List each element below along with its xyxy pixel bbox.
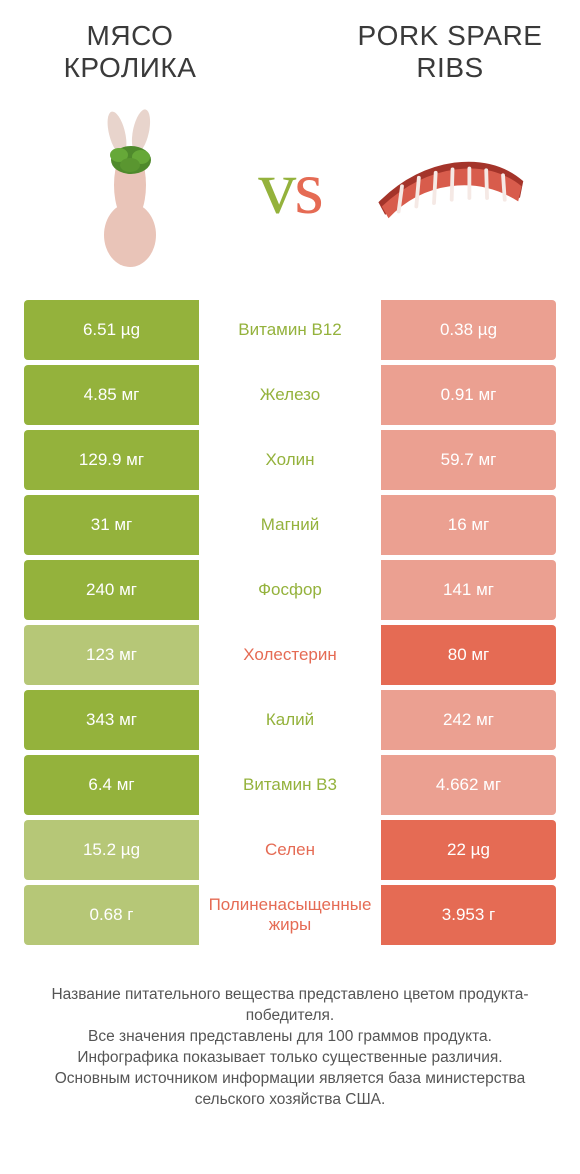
- left-value: 6.51 µg: [24, 300, 199, 360]
- comparison-header: МЯСО КРОЛИКА vs PORK SPARE RIBS: [0, 0, 580, 300]
- product-right-title: PORK SPARE RIBS: [350, 20, 550, 84]
- comparison-table: 6.51 µgВитамин B120.38 µg4.85 мгЖелезо0.…: [0, 300, 580, 945]
- left-value: 15.2 µg: [24, 820, 199, 880]
- product-left: МЯСО КРОЛИКА: [30, 20, 230, 272]
- footer-notes: Название питательного вещества представл…: [0, 950, 580, 1111]
- table-row: 6.51 µgВитамин B120.38 µg: [24, 300, 556, 360]
- footer-line-4: Основным источником информации является …: [28, 1069, 552, 1111]
- left-value: 31 мг: [24, 495, 199, 555]
- pork-ribs-icon: [370, 102, 530, 272]
- table-row: 240 мгФосфор141 мг: [24, 560, 556, 620]
- right-value: 0.38 µg: [381, 300, 556, 360]
- right-value: 242 мг: [381, 690, 556, 750]
- nutrient-label: Железо: [199, 365, 381, 425]
- vs-v: v: [258, 146, 294, 230]
- table-row: 123 мгХолестерин80 мг: [24, 625, 556, 685]
- right-value: 16 мг: [381, 495, 556, 555]
- table-row: 129.9 мгХолин59.7 мг: [24, 430, 556, 490]
- table-row: 4.85 мгЖелезо0.91 мг: [24, 365, 556, 425]
- footer-line-2: Все значения представлены для 100 граммо…: [28, 1027, 552, 1048]
- left-value: 4.85 мг: [24, 365, 199, 425]
- left-value: 129.9 мг: [24, 430, 199, 490]
- left-value: 6.4 мг: [24, 755, 199, 815]
- nutrient-label: Полиненасыщенные жиры: [199, 885, 381, 945]
- left-value: 0.68 г: [24, 885, 199, 945]
- nutrient-label: Фосфор: [199, 560, 381, 620]
- left-value: 240 мг: [24, 560, 199, 620]
- right-value: 80 мг: [381, 625, 556, 685]
- table-row: 6.4 мгВитамин B34.662 мг: [24, 755, 556, 815]
- footer-line-3: Инфографика показывает только существенн…: [28, 1048, 552, 1069]
- nutrient-label: Витамин B12: [199, 300, 381, 360]
- table-row: 31 мгМагний16 мг: [24, 495, 556, 555]
- right-value: 0.91 мг: [381, 365, 556, 425]
- right-value: 141 мг: [381, 560, 556, 620]
- left-value: 123 мг: [24, 625, 199, 685]
- right-value: 59.7 мг: [381, 430, 556, 490]
- vs-s: s: [294, 146, 322, 230]
- product-right: PORK SPARE RIBS: [350, 20, 550, 272]
- nutrient-label: Магний: [199, 495, 381, 555]
- right-value: 4.662 мг: [381, 755, 556, 815]
- footer-line-1: Название питательного вещества представл…: [28, 985, 552, 1027]
- nutrient-label: Холин: [199, 430, 381, 490]
- nutrient-label: Холестерин: [199, 625, 381, 685]
- right-value: 3.953 г: [381, 885, 556, 945]
- table-row: 15.2 µgСелен22 µg: [24, 820, 556, 880]
- right-value: 22 µg: [381, 820, 556, 880]
- rabbit-meat-icon: [50, 102, 210, 272]
- product-left-title: МЯСО КРОЛИКА: [30, 20, 230, 84]
- left-value: 343 мг: [24, 690, 199, 750]
- table-row: 343 мгКалий242 мг: [24, 690, 556, 750]
- nutrient-label: Селен: [199, 820, 381, 880]
- vs-separator: vs: [258, 145, 322, 232]
- table-row: 0.68 гПолиненасыщенные жиры3.953 г: [24, 885, 556, 945]
- nutrient-label: Витамин B3: [199, 755, 381, 815]
- nutrient-label: Калий: [199, 690, 381, 750]
